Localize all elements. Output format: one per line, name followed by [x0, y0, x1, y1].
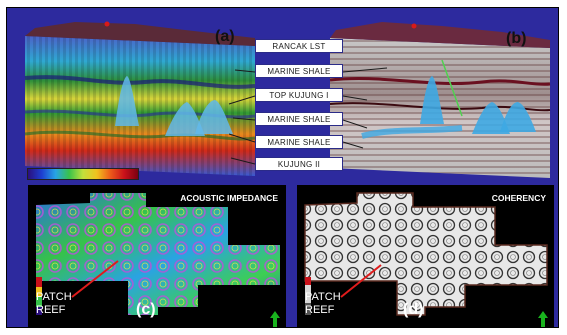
figure: (a)	[6, 7, 559, 328]
panel-d-reef-text: REEF	[305, 304, 335, 316]
horizon-label-rancak-lst: RANCAK LST	[255, 39, 343, 53]
north-arrow-icon	[270, 311, 280, 327]
panel-d-patch-text: PATCH	[305, 291, 341, 303]
panel-c-patch-reef-label: PATCH REEF	[36, 291, 72, 317]
panel-c-label: (c)	[136, 301, 156, 318]
horizon-label-marine-shale-2: MARINE SHALE	[255, 112, 343, 126]
panel-a-seismic-section: (a)	[15, 16, 263, 186]
seismic-section-b-graphic	[322, 16, 556, 186]
impedance-colorbar	[27, 168, 139, 180]
panel-c-reef-text: REEF	[36, 304, 66, 316]
horizon-connectors	[228, 67, 388, 165]
panel-c-patch-text: PATCH	[36, 291, 72, 303]
horizon-label-marine-shale-3: MARINE SHALE	[255, 135, 343, 149]
panel-b-seismic-section: (b)	[322, 16, 556, 186]
horizon-label-marine-shale-1: MARINE SHALE	[255, 64, 343, 78]
acoustic-impedance-map-graphic	[28, 185, 286, 327]
panel-d-patch-reef-label: PATCH REEF	[305, 291, 341, 317]
panel-a-label: (a)	[215, 28, 235, 45]
panel-c-title: ACOUSTIC IMPEDANCE	[180, 193, 278, 203]
panel-d-label: (d)	[403, 301, 424, 318]
coherency-map-graphic	[297, 185, 554, 327]
seismic-section-a-graphic	[15, 16, 263, 186]
horizon-label-kujung-ii: KUJUNG II	[255, 157, 343, 171]
panel-c-acoustic-impedance-map: ACOUSTIC IMPEDANCE PATCH REEF (c)	[28, 185, 286, 327]
horizon-label-top-kujung-i: TOP KUJUNG I	[255, 88, 343, 102]
panel-d-coherency-map: COHERENCY PATCH REEF (d)	[297, 185, 554, 327]
panel-b-label: (b)	[506, 30, 527, 47]
panel-d-title: COHERENCY	[491, 193, 546, 203]
north-arrow-icon	[538, 311, 548, 327]
